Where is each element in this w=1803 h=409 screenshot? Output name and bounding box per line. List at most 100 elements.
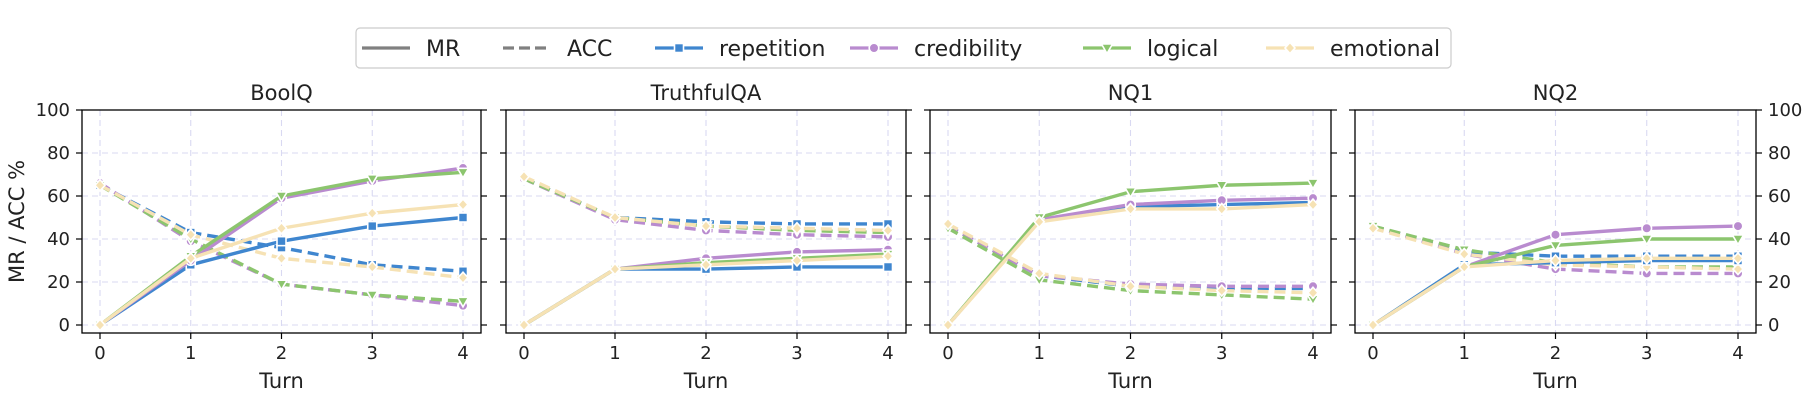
- data-point-emotional-mr: [1640, 251, 1653, 266]
- x-tick-label: 0: [942, 343, 953, 364]
- data-point-emotional-mr: [1458, 260, 1471, 274]
- data-point-credibility-mr: [1732, 220, 1744, 232]
- y-tick-label: 100: [1768, 100, 1802, 121]
- y-tick-label: 60: [47, 186, 70, 207]
- series-emotional-mr: [941, 197, 1320, 332]
- data-point-emotional-acc: [881, 223, 895, 238]
- x-tick-label: 2: [1550, 343, 1561, 364]
- y-tick-label: 0: [1768, 315, 1779, 336]
- x-tick-label: 0: [94, 343, 105, 364]
- data-point-logical-acc: [274, 279, 289, 292]
- panel-title-nq2: NQ2: [1533, 81, 1579, 105]
- data-point-logical-acc: [456, 296, 470, 309]
- x-axis-label-nq2: Turn: [1532, 369, 1578, 393]
- data-point-emotional-mr: [1124, 202, 1137, 216]
- data-point-logical-mr: [1214, 180, 1229, 193]
- legend-item-repetition: repetition: [655, 37, 825, 62]
- legend-label-credibility: credibility: [914, 37, 1022, 62]
- data-point-emotional-mr: [1215, 202, 1228, 216]
- x-tick-label: 3: [1216, 343, 1227, 364]
- data-point-emotional-mr: [184, 251, 197, 266]
- data-point-emotional-acc: [699, 219, 713, 233]
- legend-label-repetition: repetition: [719, 37, 825, 62]
- data-point-logical-mr: [274, 191, 289, 204]
- data-point-emotional-acc: [1215, 283, 1228, 298]
- y-tick-label: 40: [1768, 229, 1791, 250]
- y-tick-label: 60: [1768, 186, 1791, 207]
- data-point-emotional-acc: [1033, 266, 1046, 281]
- x-axis-label-boolq: Turn: [258, 369, 304, 393]
- data-point-emotional-mr: [517, 318, 531, 332]
- data-point-emotional-mr: [93, 318, 107, 332]
- data-point-logical-mr: [1731, 234, 1745, 247]
- legend-marker-logical: [1100, 43, 1114, 56]
- data-point-emotional-acc: [517, 169, 531, 184]
- series-emotional-acc: [517, 169, 895, 238]
- y-tick-label: 100: [36, 100, 70, 121]
- series-emotional-mr: [517, 249, 895, 332]
- legend-marker-emotional: [1283, 41, 1297, 55]
- y-axis-label: MR / ACC %: [5, 160, 29, 283]
- x-tick-label: 4: [1307, 343, 1318, 364]
- x-tick-label: 4: [882, 343, 893, 364]
- data-point-emotional-acc: [1731, 262, 1745, 276]
- data-point-repetition-mr: [276, 235, 287, 247]
- x-axis-label-truthfulqa: Turn: [683, 369, 729, 393]
- legend-item-acc: ACC: [503, 37, 612, 62]
- data-point-emotional-mr: [366, 206, 379, 220]
- data-point-logical-mr: [1123, 186, 1138, 199]
- data-point-emotional-acc: [93, 178, 107, 192]
- data-point-emotional-mr: [1549, 253, 1562, 268]
- legend-label-mr: MR: [426, 37, 460, 62]
- x-tick-label: 2: [700, 343, 711, 364]
- data-point-emotional-mr: [1033, 215, 1046, 229]
- x-tick-label: 2: [1125, 343, 1136, 364]
- data-point-emotional-acc: [366, 260, 379, 274]
- legend-frame: [355, 27, 1452, 69]
- y-tick-label: 20: [47, 272, 70, 293]
- data-point-emotional-acc: [184, 228, 197, 242]
- data-point-emotional-acc: [790, 221, 804, 235]
- data-point-logical-acc: [365, 290, 380, 302]
- y-tick-label: 40: [47, 229, 70, 250]
- legend: MR ACC repetition credibility logical emotion…: [355, 27, 1452, 69]
- data-point-emotional-acc: [608, 210, 622, 225]
- x-tick-label: 1: [185, 343, 196, 364]
- series-line-emotional-acc: [1372, 226, 1739, 271]
- x-tick-label: 0: [1367, 343, 1378, 364]
- x-tick-label: 4: [1732, 343, 1743, 364]
- series-line-repetition-acc: [1372, 224, 1738, 258]
- legend-label-acc: ACC: [567, 37, 612, 62]
- legend-marker-credibility: [868, 42, 880, 54]
- data-point-emotional-mr: [1731, 251, 1745, 266]
- x-tick-label: 1: [1034, 343, 1045, 364]
- data-point-credibility-mr: [1641, 222, 1653, 234]
- data-point-emotional-mr: [941, 318, 955, 332]
- data-point-repetition-mr: [457, 212, 469, 223]
- data-point-emotional-mr: [881, 249, 895, 263]
- series-emotional-acc: [93, 178, 470, 285]
- y-tick-label: 0: [59, 315, 70, 336]
- series-emotional-mr: [93, 197, 470, 332]
- x-tick-label: 1: [1459, 343, 1470, 364]
- data-point-emotional-acc: [1124, 279, 1137, 293]
- data-point-emotional-mr: [456, 197, 470, 212]
- legend-marker-repetition: [673, 42, 685, 54]
- data-point-emotional-mr: [608, 262, 622, 276]
- legend-item-logical: logical: [1083, 37, 1218, 62]
- x-axis-label-nq1: Turn: [1107, 369, 1153, 393]
- panel-title-nq1: NQ1: [1108, 81, 1154, 105]
- data-point-emotional-mr: [1366, 318, 1380, 332]
- panel-nq1: 0 1 2 3 4 NQ1 Turn: [924, 81, 1337, 393]
- data-point-emotional-mr: [275, 221, 288, 235]
- data-point-logical-mr: [1306, 178, 1320, 191]
- legend-item-mr: MR: [362, 37, 460, 62]
- x-tick-label: 3: [367, 343, 378, 364]
- x-tick-label: 1: [609, 343, 620, 364]
- legend-item-emotional: emotional: [1266, 37, 1440, 62]
- data-point-repetition-mr: [366, 220, 378, 232]
